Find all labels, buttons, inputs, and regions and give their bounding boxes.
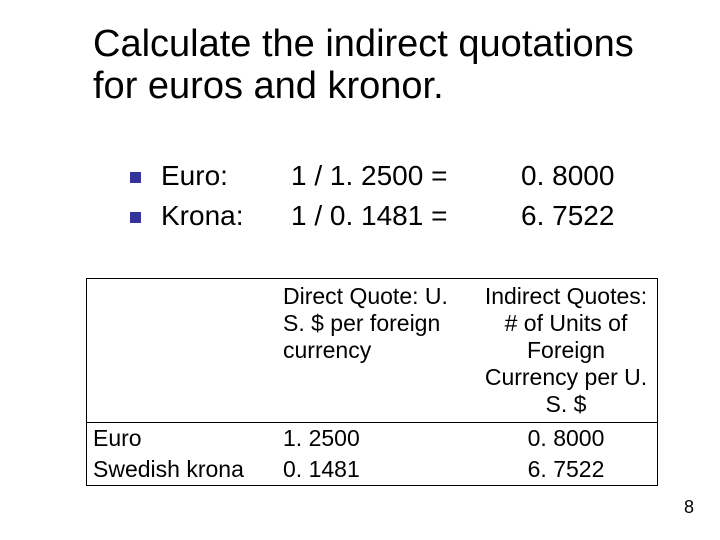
bullet-icon [130, 212, 141, 223]
cell-currency: Euro [87, 423, 277, 454]
header-indirect: Indirect Quotes: # of Units of Foreign C… [475, 279, 657, 422]
bullet-row: Euro: 1 / 1. 2500 = 0. 8000 [130, 160, 651, 192]
bullet-list: Euro: 1 / 1. 2500 = 0. 8000 Krona: 1 / 0… [130, 160, 651, 240]
table-row: Swedish krona 0. 1481 6. 7522 [87, 454, 657, 485]
cell-currency: Swedish krona [87, 454, 277, 485]
header-currency [87, 279, 277, 422]
quotes-table: Direct Quote: U. S. $ per foreign curren… [86, 278, 658, 486]
bullet-icon [130, 172, 141, 183]
bullet-calc: 1 / 1. 2500 = [291, 160, 521, 192]
cell-indirect: 6. 7522 [475, 454, 657, 485]
table-row: Euro 1. 2500 0. 8000 [87, 423, 657, 454]
cell-indirect: 0. 8000 [475, 423, 657, 454]
page-number: 8 [684, 497, 694, 518]
cell-direct: 1. 2500 [277, 423, 475, 454]
bullet-row: Krona: 1 / 0. 1481 = 6. 7522 [130, 200, 651, 232]
bullet-label: Krona: [161, 200, 291, 232]
bullet-label: Euro: [161, 160, 291, 192]
header-direct: Direct Quote: U. S. $ per foreign curren… [277, 279, 475, 422]
slide-title: Calculate the indirect quotations for eu… [93, 24, 653, 108]
bullet-result: 0. 8000 [521, 160, 651, 192]
slide: Calculate the indirect quotations for eu… [0, 0, 720, 540]
bullet-result: 6. 7522 [521, 200, 651, 232]
bullet-calc: 1 / 0. 1481 = [291, 200, 521, 232]
cell-direct: 0. 1481 [277, 454, 475, 485]
table-header-row: Direct Quote: U. S. $ per foreign curren… [87, 279, 657, 423]
